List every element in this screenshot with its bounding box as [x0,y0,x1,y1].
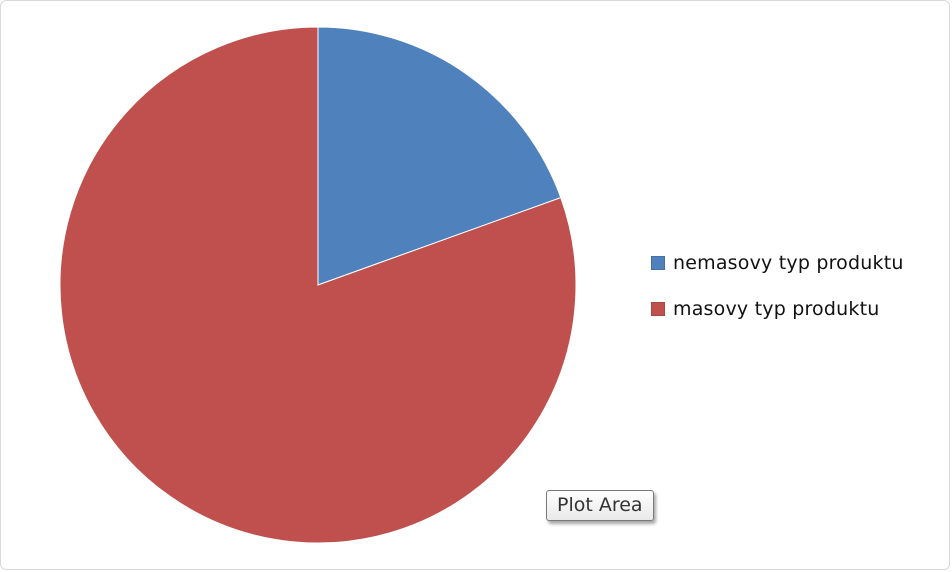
pie-slice-masovy[interactable] [59,26,577,544]
legend-item-masovy[interactable]: masovy typ produktu [651,295,904,323]
legend-label-masovy: masovy typ produktu [673,298,880,320]
legend-item-nemasovy[interactable]: nemasovy typ produktu [651,249,904,277]
legend-swatch-nemasovy [651,256,665,270]
legend-swatch-masovy [651,302,665,316]
legend-label-nemasovy: nemasovy typ produktu [673,252,904,274]
pie-slice-nemasovy[interactable] [317,26,562,286]
plot-area-tooltip: Plot Area [546,490,654,521]
legend[interactable]: nemasovy typ produktu masovy typ produkt… [651,249,904,341]
